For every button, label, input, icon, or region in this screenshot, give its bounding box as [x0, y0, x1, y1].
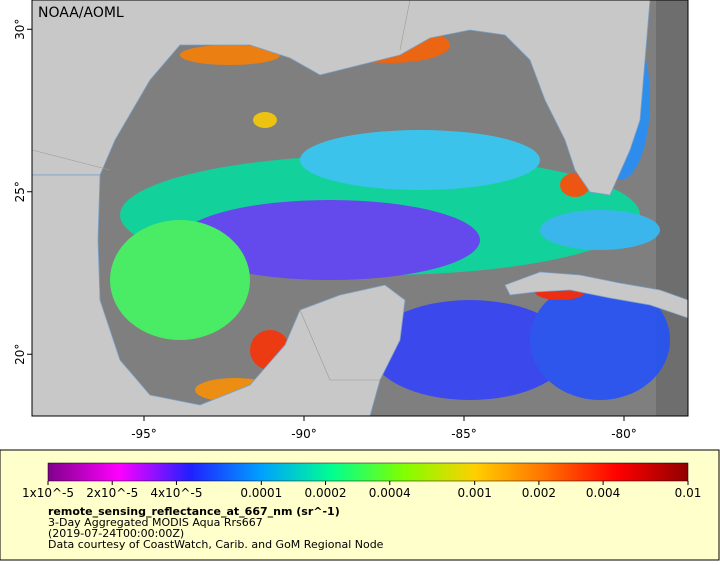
caption-variable: remote_sensing_reflectance_at_667_nm (sr… — [48, 505, 340, 518]
lat-tick-label: 20° — [13, 344, 27, 365]
lon-tick-label: -85° — [451, 427, 477, 441]
colorbar-tick-label: 0.0004 — [369, 486, 411, 500]
borders — [32, 0, 411, 381]
caption: remote_sensing_reflectance_at_667_nm (sr… — [48, 505, 384, 551]
caption-product: 3-Day Aggregated MODIS Aqua Rrs667 — [48, 516, 263, 529]
colorbar-tick-label: 4x10^-5 — [150, 486, 202, 500]
colorbar-tick-label: 0.0001 — [240, 486, 282, 500]
colorbar-tick-label: 0.01 — [675, 486, 702, 500]
lat-tick-label: 25° — [13, 181, 27, 202]
colorbar-tick-label: 0.002 — [522, 486, 556, 500]
caption-credit: Data courtesy of CoastWatch, Carib. and … — [48, 538, 384, 551]
colorbar — [47, 462, 689, 482]
colorbar-tick-label: 1x10^-5 — [22, 486, 74, 500]
map-label: NOAA/AOML — [38, 5, 124, 21]
lat-tick-label: 30° — [13, 19, 27, 40]
lon-tick-label: -80° — [611, 427, 637, 441]
colorbar-tick-label: 2x10^-5 — [86, 486, 138, 500]
map-area — [32, 0, 688, 416]
caption-time: (2019-07-24T00:00:00Z) — [48, 527, 184, 540]
lon-tick-label: -90° — [291, 427, 317, 441]
lon-tick-label: -95° — [131, 427, 157, 441]
colorbar-tick-label: 0.001 — [457, 486, 491, 500]
map-frame — [31, 0, 689, 417]
colorbar-tick-label: 0.004 — [586, 486, 620, 500]
land — [32, 0, 688, 416]
colorbar-tick-label: 0.0002 — [305, 486, 347, 500]
